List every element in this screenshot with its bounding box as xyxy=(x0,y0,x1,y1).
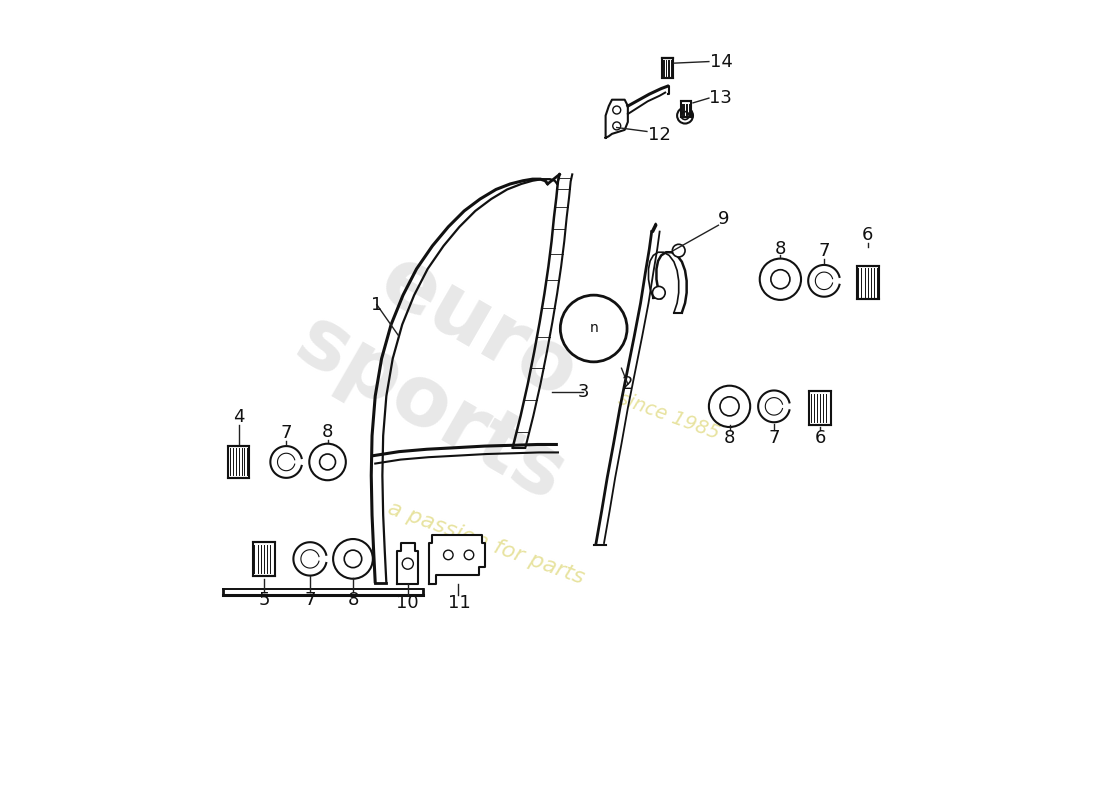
Circle shape xyxy=(333,539,373,578)
Circle shape xyxy=(652,286,666,299)
Text: 7: 7 xyxy=(305,591,316,610)
Bar xyxy=(253,542,275,575)
Text: 7: 7 xyxy=(768,429,780,447)
Circle shape xyxy=(613,122,620,130)
Polygon shape xyxy=(397,543,418,584)
Circle shape xyxy=(708,386,750,427)
Polygon shape xyxy=(606,100,628,138)
Circle shape xyxy=(309,444,345,480)
Circle shape xyxy=(464,550,474,560)
Text: 3: 3 xyxy=(578,383,590,401)
Circle shape xyxy=(344,550,362,568)
Circle shape xyxy=(443,550,453,560)
Text: 9: 9 xyxy=(717,210,729,228)
Circle shape xyxy=(681,112,689,119)
Text: 8: 8 xyxy=(348,591,359,610)
Bar xyxy=(681,102,691,117)
Text: 5: 5 xyxy=(258,591,270,610)
Text: 14: 14 xyxy=(711,53,733,70)
Text: 2: 2 xyxy=(623,375,634,393)
Circle shape xyxy=(678,108,693,123)
Circle shape xyxy=(760,258,801,300)
Bar xyxy=(662,58,673,78)
Text: euro
sports: euro sports xyxy=(282,218,627,518)
Text: a passion for parts: a passion for parts xyxy=(385,498,587,588)
Text: 13: 13 xyxy=(708,89,732,107)
Text: 12: 12 xyxy=(648,126,671,144)
Circle shape xyxy=(720,397,739,416)
Text: 6: 6 xyxy=(862,226,873,244)
Bar xyxy=(857,266,879,299)
Text: 11: 11 xyxy=(448,594,471,611)
Circle shape xyxy=(560,295,627,362)
Text: 10: 10 xyxy=(396,594,419,611)
Bar xyxy=(808,391,832,425)
Circle shape xyxy=(403,558,414,570)
Text: 7: 7 xyxy=(818,242,829,260)
Text: 6: 6 xyxy=(814,429,826,447)
Text: n: n xyxy=(590,322,598,335)
Text: 8: 8 xyxy=(724,429,735,447)
Circle shape xyxy=(613,106,620,114)
Text: 1: 1 xyxy=(371,296,383,314)
Text: 4: 4 xyxy=(233,409,244,426)
Circle shape xyxy=(771,270,790,289)
Text: 8: 8 xyxy=(774,240,786,258)
Polygon shape xyxy=(429,535,485,584)
Bar xyxy=(229,446,249,478)
Circle shape xyxy=(672,244,685,257)
Circle shape xyxy=(320,454,336,470)
Text: 8: 8 xyxy=(322,422,333,441)
Text: since 1985: since 1985 xyxy=(616,389,723,443)
Text: 7: 7 xyxy=(280,424,292,442)
